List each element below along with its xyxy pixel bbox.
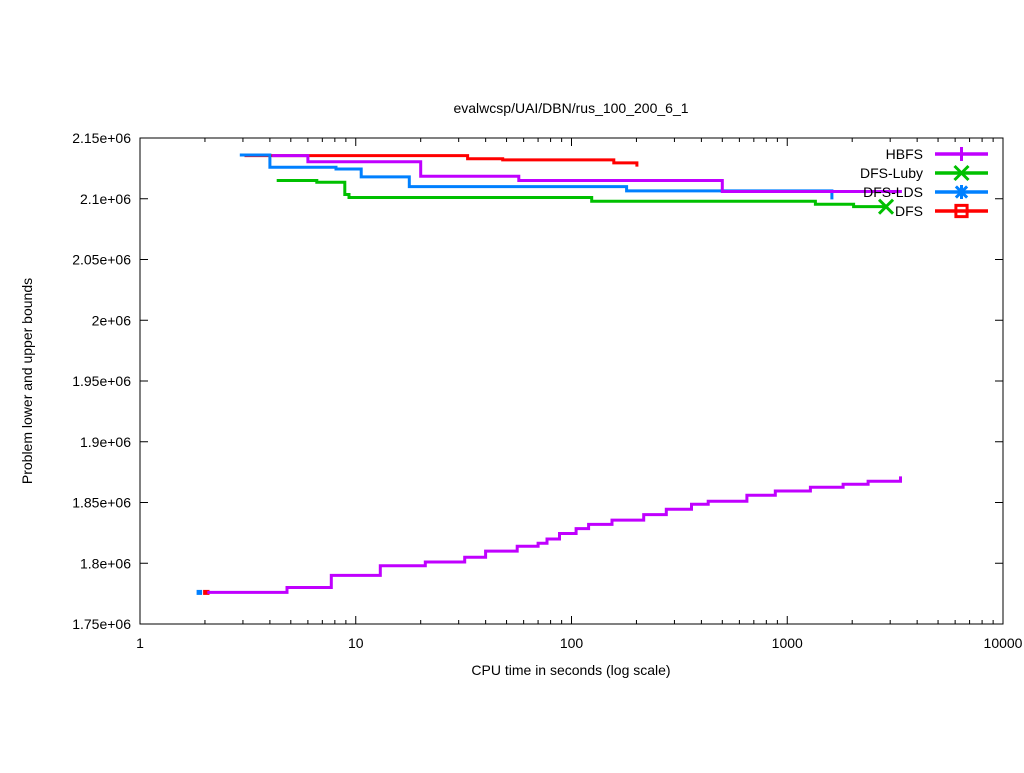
- y-tick-label: 1.75e+06: [72, 616, 131, 632]
- cross-marker-icon: [953, 164, 970, 182]
- series-hbfs-lower-bound: [207, 476, 902, 594]
- y-tick-label: 1.95e+06: [72, 373, 131, 389]
- axis-ticks: [139, 137, 1004, 625]
- y-tick-label: 1.8e+06: [80, 555, 131, 571]
- y-tick-label: 2.15e+06: [72, 130, 131, 146]
- y-axis-label: Problem lower and upper bounds: [19, 278, 35, 484]
- x-tick-label: 10: [348, 635, 364, 651]
- x-axis-label: CPU time in seconds (log scale): [471, 662, 670, 678]
- legend: HBFS DFS-Luby DFS-LDS DFS: [860, 146, 988, 219]
- y-tick-label: 2.1e+06: [80, 191, 131, 207]
- series-dfs-upper-bound: [244, 154, 639, 167]
- x-tick-label: 10000: [984, 635, 1023, 651]
- square-marker-icon: [954, 203, 969, 219]
- y-tick-label: 2.05e+06: [72, 252, 131, 268]
- series-hbfs-upper-bound: [272, 154, 902, 193]
- plus-marker-icon: [954, 147, 969, 161]
- legend-label-dfs: DFS: [895, 203, 923, 219]
- legend-samples: [935, 147, 988, 219]
- legend-label-hbfs: HBFS: [886, 146, 923, 162]
- tick-marks: [139, 137, 1004, 625]
- y-tick-label: 1.9e+06: [80, 434, 131, 450]
- series-dfs-lds-upper-bound: [239, 153, 834, 200]
- asterisk-marker-icon: [954, 185, 969, 199]
- series-dfs-luby-upper-bound: [276, 179, 886, 209]
- y-tick-label: 1.85e+06: [72, 495, 131, 511]
- plot-frame: [139, 137, 1004, 625]
- series-layer: [196, 153, 902, 595]
- x-tick-label: 1000: [772, 635, 803, 651]
- legend-label-dfs-lds: DFS-LDS: [863, 184, 923, 200]
- x-tick-label: 100: [560, 635, 584, 651]
- cross-marker-icon: [877, 198, 895, 215]
- chart-title: evalwcsp/UAI/DBN/rus_100_200_6_1: [453, 100, 688, 116]
- y-tick-label: 2e+06: [92, 312, 132, 328]
- legend-label-dfs-luby: DFS-Luby: [860, 165, 923, 181]
- x-tick-label: 1: [136, 635, 144, 651]
- axis-tick-labels: 1 10 100 1000 10000 1.75e+06 1.8e+06 1.85e+06 1.…: [72, 130, 1022, 651]
